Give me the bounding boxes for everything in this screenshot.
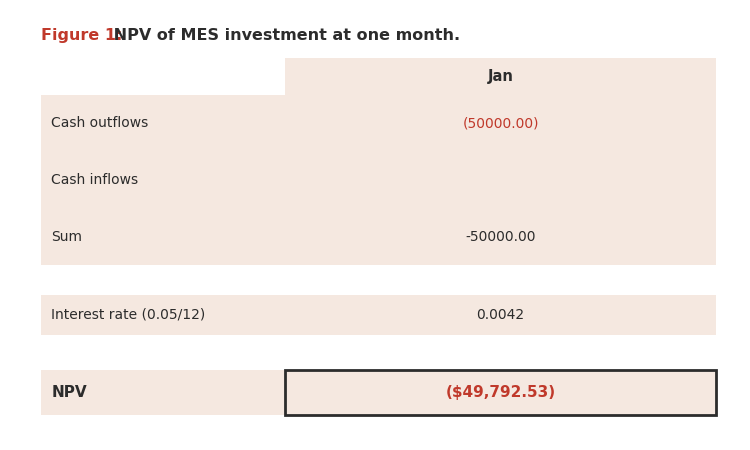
Text: 0.0042: 0.0042 — [476, 308, 525, 322]
Text: Sum: Sum — [51, 230, 82, 243]
Text: (50000.00): (50000.00) — [462, 117, 538, 130]
FancyBboxPatch shape — [41, 295, 716, 335]
Text: Cash outflows: Cash outflows — [51, 117, 148, 130]
Text: ($49,792.53): ($49,792.53) — [446, 385, 556, 400]
FancyBboxPatch shape — [285, 370, 716, 415]
Text: Cash inflows: Cash inflows — [51, 173, 138, 187]
Text: Figure 1:: Figure 1: — [41, 28, 123, 43]
FancyBboxPatch shape — [41, 370, 285, 415]
Text: Jan: Jan — [488, 69, 514, 84]
Text: -50000.00: -50000.00 — [465, 230, 536, 243]
Text: NPV of MES investment at one month.: NPV of MES investment at one month. — [108, 28, 460, 43]
Text: NPV: NPV — [51, 385, 87, 400]
FancyBboxPatch shape — [41, 95, 716, 265]
Text: Interest rate (0.05/12): Interest rate (0.05/12) — [51, 308, 206, 322]
FancyBboxPatch shape — [285, 58, 716, 95]
